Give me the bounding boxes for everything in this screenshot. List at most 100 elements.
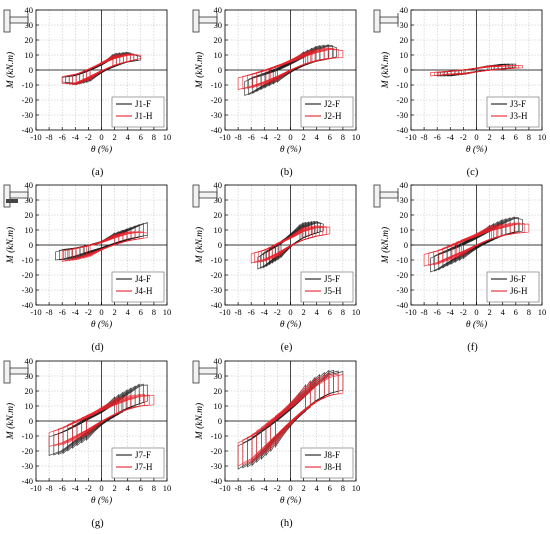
legend-box bbox=[111, 447, 165, 479]
specimen-icon bbox=[373, 9, 399, 33]
chart-panel: -10 -8 -6 -4 -2 0 2 4 6 8 10-40-30-20-10010203040θ… bbox=[380, 180, 546, 353]
panel-label: (a) bbox=[92, 167, 104, 178]
y-tick-label: -30 bbox=[22, 285, 33, 295]
x-tick-label: 10 bbox=[352, 307, 361, 317]
x-tick-label: -10 bbox=[405, 307, 416, 317]
y-tick-label: -30 bbox=[22, 461, 33, 471]
x-tick-label: 0 bbox=[288, 132, 292, 142]
y-tick-label: -20 bbox=[211, 270, 222, 280]
x-tick-label: 10 bbox=[538, 307, 547, 317]
y-tick-label: 0 bbox=[404, 65, 408, 75]
x-tick-label: 8 bbox=[341, 132, 345, 142]
y-tick-label: 40 bbox=[25, 5, 34, 15]
x-tick-label: 4 bbox=[126, 132, 131, 142]
loops-group bbox=[61, 51, 142, 86]
x-tick-label: 6 bbox=[514, 307, 518, 317]
x-tick-label: -4 bbox=[447, 307, 455, 317]
x-tick-label: -8 bbox=[46, 483, 53, 493]
y-tick-label: -40 bbox=[211, 125, 222, 135]
x-tick-label: -6 bbox=[248, 132, 255, 142]
x-tick-label: 4 bbox=[315, 132, 320, 142]
y-tick-label: -30 bbox=[211, 110, 222, 120]
y-tick-label: -40 bbox=[397, 300, 408, 310]
x-tick-label: -4 bbox=[72, 483, 80, 493]
icon-column bbox=[192, 360, 200, 384]
y-tick-label: 0 bbox=[218, 416, 222, 426]
specimen-icon bbox=[3, 9, 29, 33]
y-tick-label: 40 bbox=[400, 180, 409, 190]
x-tick-label: 0 bbox=[474, 307, 478, 317]
y-tick-label: -20 bbox=[211, 95, 222, 105]
x-tick-label: 2 bbox=[487, 132, 491, 142]
loops-group bbox=[237, 369, 344, 470]
y-tick-label: 40 bbox=[214, 356, 223, 366]
icon-column bbox=[192, 9, 200, 33]
legend-entry: J8-F bbox=[324, 450, 340, 460]
icon-column bbox=[373, 184, 381, 208]
x-tick-label: -4 bbox=[261, 483, 269, 493]
x-tick-label: -4 bbox=[447, 132, 455, 142]
x-tick-label: 2 bbox=[301, 483, 305, 493]
x-tick-label: -2 bbox=[460, 132, 467, 142]
x-axis-label: θ (%) bbox=[91, 495, 112, 506]
y-tick-label: 0 bbox=[29, 65, 33, 75]
y-tick-label: 20 bbox=[400, 210, 409, 220]
y-tick-label: 20 bbox=[214, 210, 223, 220]
icon-column bbox=[3, 184, 11, 208]
loops-group bbox=[423, 216, 530, 273]
loops-group bbox=[55, 221, 148, 262]
y-tick-label: -10 bbox=[397, 255, 408, 265]
x-tick-label: -6 bbox=[248, 483, 255, 493]
x-tick-label: 0 bbox=[474, 132, 478, 142]
loops-group bbox=[250, 220, 331, 270]
x-tick-label: -10 bbox=[30, 132, 41, 142]
specimen-icon bbox=[3, 360, 29, 384]
hysteresis-loop bbox=[261, 375, 320, 457]
x-tick-label: -6 bbox=[248, 307, 255, 317]
x-axis-label: θ (%) bbox=[91, 144, 112, 155]
x-tick-label: -8 bbox=[421, 307, 428, 317]
y-tick-label: -30 bbox=[397, 110, 408, 120]
legend-entry: J7-H bbox=[135, 462, 153, 472]
y-tick-label: 30 bbox=[214, 20, 223, 30]
y-tick-label: -40 bbox=[211, 476, 222, 486]
panel-label: (g) bbox=[91, 518, 104, 529]
legend: J4-F J4-H bbox=[111, 271, 165, 303]
legend-box bbox=[300, 447, 354, 479]
y-tick-label: 10 bbox=[25, 401, 34, 411]
y-tick-label: 40 bbox=[400, 5, 409, 15]
legend-entry: J4-F bbox=[135, 274, 151, 284]
y-tick-label: 40 bbox=[214, 180, 223, 190]
x-tick-label: 8 bbox=[341, 307, 345, 317]
hysteresis-loop bbox=[48, 395, 155, 447]
hysteresis-loop bbox=[72, 394, 131, 443]
x-tick-label: 6 bbox=[328, 307, 332, 317]
hysteresis-loop bbox=[61, 232, 148, 262]
chart-panel: -10 -8 -6 -4 -2 0 2 4 6 8 10-40-30-20-10010203040θ… bbox=[380, 5, 546, 178]
chart-panel: -10 -8 -6 -4 -2 0 2 4 6 8 10-40-30-20-10010203040θ… bbox=[5, 5, 171, 178]
panel-label: (b) bbox=[280, 167, 293, 178]
x-tick-label: -8 bbox=[421, 132, 428, 142]
legend-entry: J7-F bbox=[135, 450, 151, 460]
y-tick-label: 20 bbox=[25, 210, 34, 220]
loops-group bbox=[430, 63, 523, 77]
legend-entry: J8-H bbox=[324, 462, 342, 472]
hysteresis-loop bbox=[423, 223, 530, 267]
x-tick-label: -4 bbox=[72, 307, 80, 317]
y-tick-label: 0 bbox=[218, 65, 222, 75]
y-tick-label: 30 bbox=[25, 20, 34, 30]
y-tick-label: -30 bbox=[397, 285, 408, 295]
x-tick-label: -4 bbox=[261, 307, 269, 317]
y-tick-label: 10 bbox=[214, 401, 223, 411]
y-tick-label: 30 bbox=[214, 195, 223, 205]
y-tick-label: 10 bbox=[25, 225, 34, 235]
x-tick-label: 4 bbox=[126, 483, 131, 493]
x-tick-label: 0 bbox=[99, 307, 103, 317]
x-tick-label: 0 bbox=[99, 483, 103, 493]
y-tick-label: -10 bbox=[22, 255, 33, 265]
y-axis-label: M (kN.m) bbox=[5, 403, 16, 440]
x-tick-label: 4 bbox=[315, 483, 320, 493]
y-tick-label: 40 bbox=[214, 5, 223, 15]
icon-beam bbox=[198, 191, 218, 199]
